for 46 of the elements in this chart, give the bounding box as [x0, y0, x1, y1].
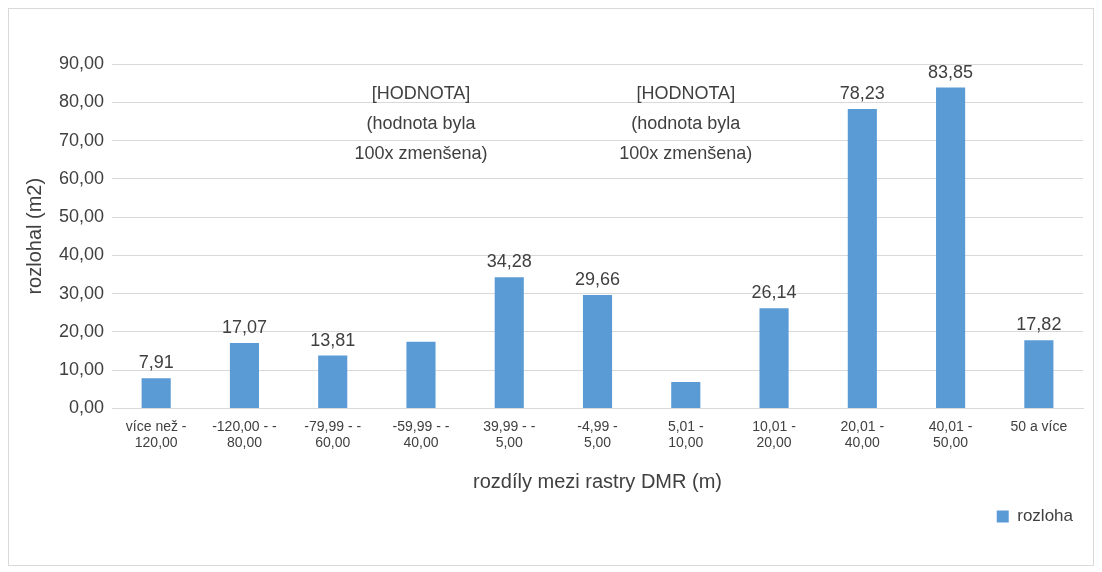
data-label: 17,82	[1016, 314, 1062, 335]
x-tick-label: 20,01 - 40,00	[840, 417, 885, 451]
bar	[582, 294, 613, 408]
x-tick-label: více než -120,00	[125, 417, 187, 451]
x-tick-label: -59,99 - -40,00	[392, 417, 450, 451]
data-label: 34,28	[486, 251, 532, 272]
y-tick-label: 70,00	[59, 129, 105, 150]
data-label: 29,66	[575, 268, 621, 289]
y-tick-label: 90,00	[59, 52, 105, 73]
annotation: [HODNOTA] (hodnota byla 100x zmenšena)	[354, 82, 488, 163]
bar	[1024, 340, 1054, 408]
y-tick-label: 60,00	[59, 167, 105, 188]
x-tick-label: 10,01 - 20,00	[752, 417, 797, 451]
bar	[759, 308, 789, 408]
data-label: 83,85	[928, 61, 974, 82]
legend-label: rozloha	[1017, 506, 1074, 526]
y-axis-title: rozlohal (m2)	[22, 177, 45, 295]
y-tick-label: 30,00	[59, 282, 105, 303]
x-axis-title: rozdíly mezi rastry DMR (m)	[473, 469, 722, 492]
y-tick-label: 20,00	[59, 320, 105, 341]
data-label: 13,81	[310, 329, 356, 350]
bar	[406, 341, 436, 408]
y-tick-label: 80,00	[59, 91, 105, 112]
y-tick-label: 0,00	[69, 397, 105, 418]
data-label: 26,14	[751, 282, 797, 303]
data-label: 17,07	[221, 317, 267, 338]
x-tick-label: 39,99 - -5,00	[483, 417, 536, 451]
bar	[141, 378, 171, 408]
bar	[936, 87, 966, 408]
y-tick-label: 50,00	[59, 206, 105, 227]
bar	[229, 343, 260, 408]
x-tick-label: -4,99 - 5,00	[577, 417, 619, 451]
y-tick-label: 10,00	[59, 359, 105, 380]
bar	[318, 355, 348, 408]
bar	[671, 382, 701, 408]
x-tick-label: -120,00 - -80,00	[212, 417, 278, 451]
data-label: 7,91	[138, 352, 174, 373]
x-tick-label: -79,99 - -60,00	[304, 417, 362, 451]
bar	[494, 277, 524, 408]
y-tick-label: 40,00	[59, 244, 105, 265]
annotation: [HODNOTA] (hodnota byla 100x zmenšena)	[619, 82, 753, 163]
bar	[847, 109, 877, 408]
x-tick-label: 40,01 - 50,00	[928, 417, 973, 451]
x-tick-label: 5,01 - 10,00	[667, 417, 705, 451]
data-label: 78,23	[839, 83, 885, 104]
x-tick-label: 50 a více	[1010, 417, 1068, 434]
